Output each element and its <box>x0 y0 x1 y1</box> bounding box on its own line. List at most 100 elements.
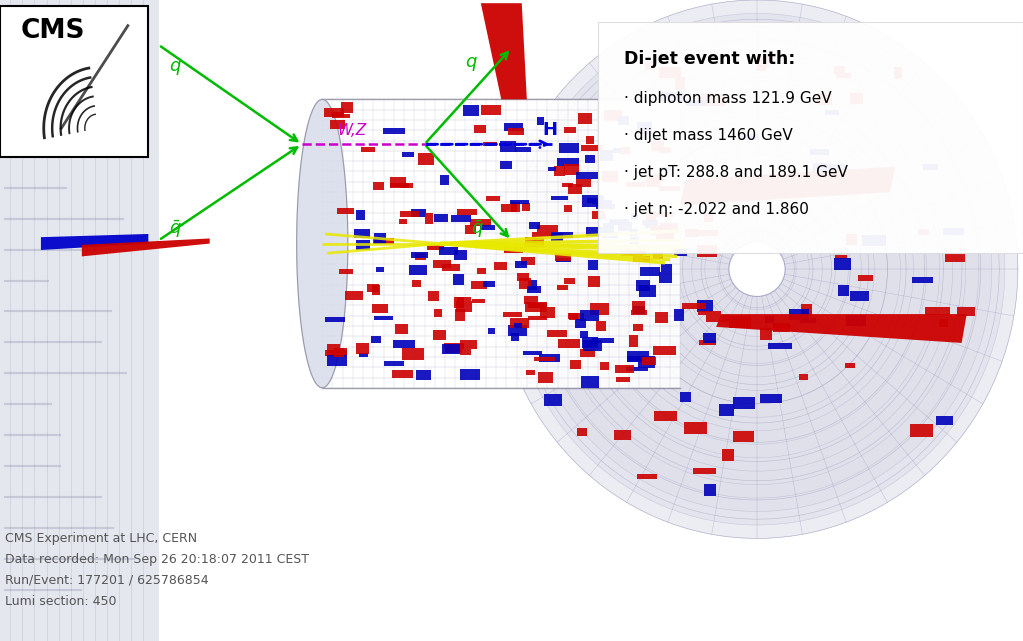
Bar <box>548 167 557 171</box>
Bar <box>800 374 808 379</box>
Bar <box>698 311 720 315</box>
Bar <box>460 349 472 354</box>
Bar <box>411 280 420 287</box>
Bar <box>453 274 464 285</box>
Bar <box>442 344 459 354</box>
Bar <box>582 337 598 349</box>
Bar <box>587 197 599 203</box>
Text: Di-jet event with:: Di-jet event with: <box>624 50 796 68</box>
Bar <box>551 196 569 201</box>
Bar <box>558 158 579 165</box>
Bar <box>633 256 650 262</box>
Bar <box>559 143 579 153</box>
Bar <box>500 141 516 152</box>
Bar <box>581 145 603 151</box>
Bar <box>680 392 692 402</box>
Bar <box>653 346 676 355</box>
Bar <box>327 355 347 367</box>
Ellipse shape <box>678 188 835 350</box>
Bar <box>603 222 614 234</box>
Bar <box>646 211 656 222</box>
Bar <box>615 430 630 440</box>
Bar <box>551 232 574 238</box>
Bar <box>526 370 535 375</box>
Ellipse shape <box>496 0 1018 538</box>
Bar <box>330 112 343 116</box>
Bar <box>475 125 486 133</box>
Bar <box>599 149 613 161</box>
Text: H: H <box>542 121 558 138</box>
Bar <box>434 213 448 222</box>
Ellipse shape <box>692 202 822 337</box>
Bar <box>581 376 598 388</box>
Bar <box>345 291 363 300</box>
Polygon shape <box>41 234 148 250</box>
Bar <box>596 320 606 331</box>
Bar <box>354 229 369 238</box>
Bar <box>939 319 948 328</box>
Ellipse shape <box>705 215 809 323</box>
Ellipse shape <box>548 54 966 485</box>
Bar <box>760 394 783 403</box>
Bar <box>585 136 594 144</box>
Ellipse shape <box>626 135 887 404</box>
FancyBboxPatch shape <box>0 0 159 641</box>
Bar <box>813 163 829 171</box>
Bar <box>429 290 439 301</box>
Bar <box>384 361 404 365</box>
Bar <box>537 225 558 232</box>
Bar <box>591 211 605 219</box>
FancyBboxPatch shape <box>598 22 1023 253</box>
Polygon shape <box>82 238 210 256</box>
Bar <box>838 285 849 296</box>
Bar <box>760 56 768 68</box>
Bar <box>810 149 830 155</box>
Bar <box>586 226 603 236</box>
Bar <box>701 94 725 106</box>
Bar <box>415 370 431 380</box>
Bar <box>327 344 340 354</box>
Bar <box>442 264 460 271</box>
Bar <box>654 224 664 231</box>
Bar <box>558 338 580 348</box>
Bar <box>510 199 529 204</box>
Bar <box>376 267 384 272</box>
Bar <box>401 183 413 188</box>
Bar <box>588 276 599 287</box>
Bar <box>706 315 729 322</box>
Ellipse shape <box>728 242 786 297</box>
Bar <box>621 246 643 256</box>
Bar <box>632 301 646 312</box>
Text: CMS Experiment at LHC, CERN: CMS Experiment at LHC, CERN <box>5 531 197 545</box>
Bar <box>400 211 418 217</box>
Bar <box>630 237 639 244</box>
Bar <box>661 263 672 272</box>
Polygon shape <box>680 167 895 205</box>
Bar <box>656 232 674 241</box>
Bar <box>647 174 663 181</box>
Bar <box>633 324 643 331</box>
Bar <box>538 372 553 383</box>
Bar <box>615 365 634 372</box>
Bar <box>516 147 531 153</box>
Bar <box>528 316 546 320</box>
Bar <box>603 171 618 182</box>
Bar <box>576 172 597 179</box>
Text: · jet pT: 288.8 and 189.1 GeV: · jet pT: 288.8 and 189.1 GeV <box>624 165 848 180</box>
Bar <box>342 102 353 113</box>
Text: $\bar{q}$: $\bar{q}$ <box>471 219 483 240</box>
Bar <box>696 230 718 236</box>
Bar <box>568 184 582 194</box>
Bar <box>626 181 646 187</box>
Bar <box>373 316 393 320</box>
Bar <box>697 246 717 256</box>
Bar <box>439 247 458 254</box>
Bar <box>568 313 578 319</box>
Bar <box>524 296 538 304</box>
Ellipse shape <box>509 13 1005 525</box>
Bar <box>588 260 597 270</box>
Bar <box>440 175 449 185</box>
Bar <box>564 204 572 212</box>
Bar <box>674 309 683 320</box>
Bar <box>936 416 952 425</box>
